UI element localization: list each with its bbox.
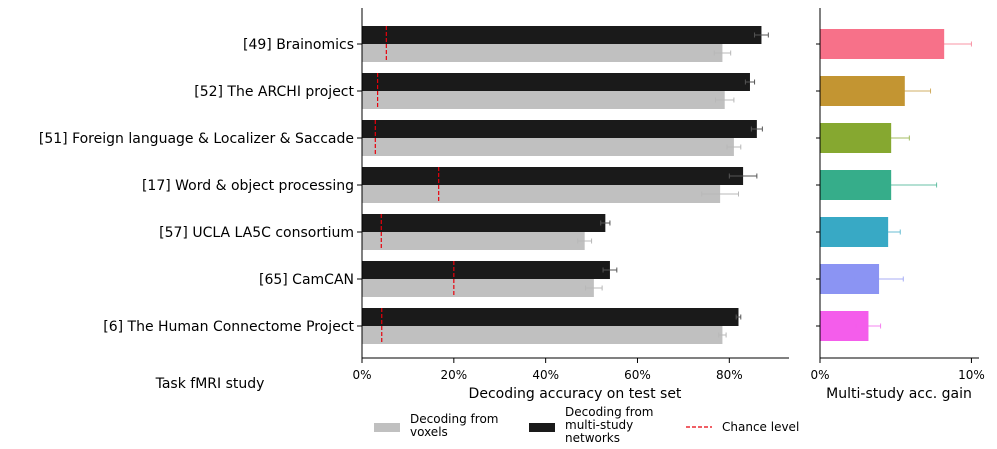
decoding-accuracy-panel: [49] Brainomics [52] The ARCHI project [51…: [39, 8, 789, 382]
voxel-bar: [362, 232, 585, 250]
multi-study-bar: [362, 214, 606, 232]
category-label: [65] CamCAN: [259, 272, 354, 288]
legend-label-line: networks: [565, 431, 620, 445]
left-x-axis-label: Decoding accuracy on test set: [469, 386, 682, 402]
category-label: [49] Brainomics: [243, 37, 354, 53]
legend-voxels-label: Decoding from voxels: [410, 412, 498, 439]
category-label: [52] The ARCHI project: [194, 84, 354, 100]
legend-label-line: Decoding from: [565, 405, 653, 419]
voxel-bar: [362, 138, 734, 156]
category-axis-label: Task fMRI study: [155, 376, 265, 392]
legend-multi-study-label: Decoding from multi-study networks: [565, 405, 653, 445]
legend-label-line: voxels: [410, 425, 448, 439]
multi-study-bar: [362, 73, 750, 91]
voxel-bar: [362, 185, 721, 203]
right-x-tick-label: 0%: [810, 368, 829, 382]
voxel-bar: [362, 44, 723, 62]
accuracy-gain-panel: 0% 10%: [810, 8, 985, 382]
legend-multi-study-swatch: [529, 423, 555, 432]
legend-label-line: multi-study: [565, 418, 633, 432]
right-x-tick-label: 10%: [958, 368, 985, 382]
left-x-tick-label: 40%: [532, 368, 559, 382]
multi-study-bar: [362, 120, 757, 138]
category-label: [57] UCLA LA5C consortium: [159, 225, 354, 241]
voxel-bar: [362, 91, 725, 109]
voxel-bar: [362, 279, 594, 297]
voxel-bar: [362, 326, 723, 344]
left-x-tick-label: 0%: [352, 368, 371, 382]
left-x-tick-label: 20%: [440, 368, 467, 382]
multi-study-bar: [362, 167, 744, 185]
left-x-tick-label: 60%: [624, 368, 651, 382]
legend-chance-label: Chance level: [722, 420, 799, 434]
multi-study-bar: [362, 261, 610, 279]
category-label: [6] The Human Connectome Project: [103, 319, 354, 335]
legend-label-line: Decoding from: [410, 412, 498, 426]
multi-study-bar: [362, 26, 762, 44]
legend-voxels-swatch: [374, 423, 400, 432]
right-x-axis-label: Multi-study acc. gain: [826, 386, 972, 402]
multi-study-bar: [362, 308, 739, 326]
category-label: [17] Word & object processing: [142, 178, 354, 194]
left-x-tick-label: 80%: [716, 368, 743, 382]
category-label: [51] Foreign language & Localizer & Sacc…: [39, 131, 354, 147]
